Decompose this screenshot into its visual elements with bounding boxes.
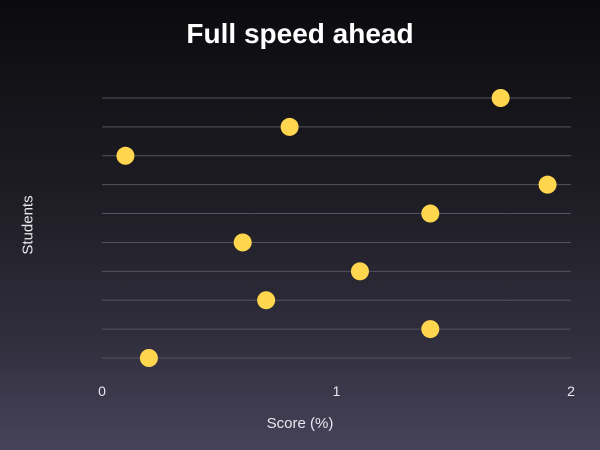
data-point [421,320,440,339]
x-axis-label: Score (%) [266,415,334,432]
data-point [538,175,557,194]
data-point [139,349,158,367]
data-point [491,89,510,107]
data-point [280,117,299,136]
chart-title: Full speed ahead [186,18,414,49]
data-point [116,146,135,165]
x-tick-label: 1 [333,383,341,399]
data-point [257,291,276,310]
data-point [350,262,369,281]
grid-lines [102,97,571,359]
data-point [421,204,440,223]
x-tick-labels: 0 1 2 [98,383,575,399]
data-point [233,233,252,252]
x-tick-label: 0 [98,383,106,399]
data-points [116,89,557,367]
x-tick-label: 2 [567,383,575,399]
